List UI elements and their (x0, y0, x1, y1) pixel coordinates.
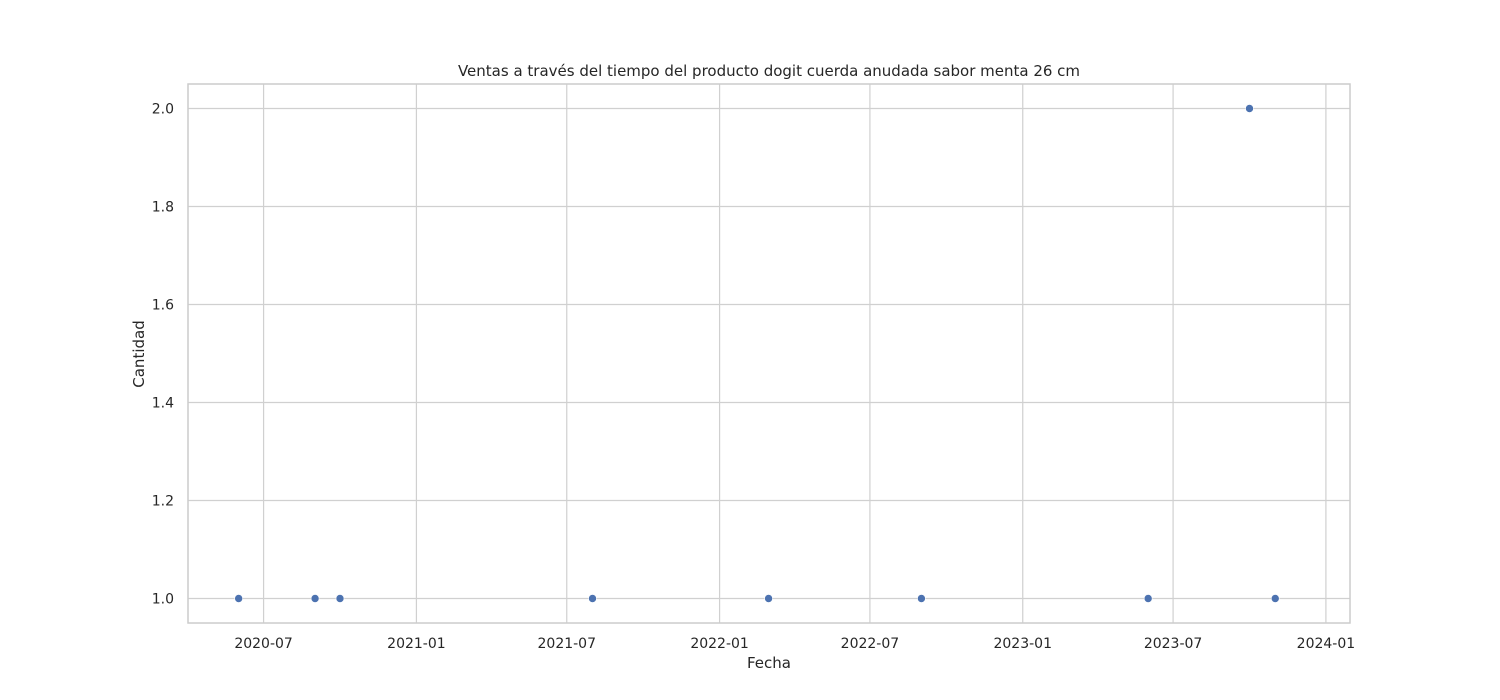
y-tick-label: 1.0 (152, 592, 174, 608)
y-tick-label: 1.8 (152, 200, 174, 216)
x-axis-label: Fecha (747, 654, 791, 672)
data-point (917, 594, 926, 603)
y-axis-label: Cantidad (130, 320, 148, 387)
y-tick-label: 1.2 (152, 494, 174, 510)
x-tick-label: 2022-07 (841, 636, 900, 652)
data-point (234, 594, 243, 603)
x-tick-label: 2021-01 (387, 636, 446, 652)
data-point (588, 594, 597, 603)
chart-title: Ventas a través del tiempo del producto … (458, 62, 1080, 80)
data-points (234, 104, 1280, 603)
y-tick-label: 1.6 (152, 298, 174, 314)
x-tick-label: 2022-01 (690, 636, 749, 652)
data-point (1270, 594, 1280, 603)
y-axis-ticks: 1.0 1.2 1.4 1.6 1.8 2.0 (152, 102, 174, 608)
data-point (335, 594, 345, 603)
y-tick-label: 1.4 (152, 396, 174, 412)
x-tick-label: 2021-07 (538, 636, 597, 652)
data-point (310, 594, 320, 603)
x-axis-ticks: 2020-07 2021-01 2021-07 2022-01 2022-07 2023-… (234, 636, 1355, 652)
x-tick-label: 2023-07 (1144, 636, 1203, 652)
y-tick-label: 2.0 (152, 102, 174, 118)
grid (188, 84, 1350, 623)
x-tick-label: 2024-01 (1297, 636, 1356, 652)
data-point (764, 594, 773, 603)
x-tick-label: 2023-01 (993, 636, 1052, 652)
x-tick-label: 2020-07 (234, 636, 293, 652)
plot-frame (187, 83, 1351, 624)
data-point (1143, 594, 1153, 603)
data-point (1245, 104, 1254, 113)
